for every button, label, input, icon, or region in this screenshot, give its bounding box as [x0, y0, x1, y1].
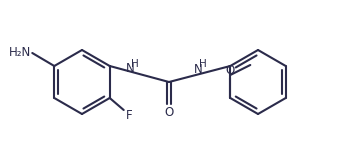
Text: F: F	[125, 109, 132, 122]
Text: H: H	[199, 59, 207, 69]
Text: O: O	[164, 106, 174, 119]
Text: N: N	[126, 62, 135, 75]
Text: N: N	[194, 63, 203, 76]
Text: H: H	[131, 59, 139, 69]
Text: O: O	[226, 64, 235, 77]
Text: H₂N: H₂N	[9, 45, 31, 58]
